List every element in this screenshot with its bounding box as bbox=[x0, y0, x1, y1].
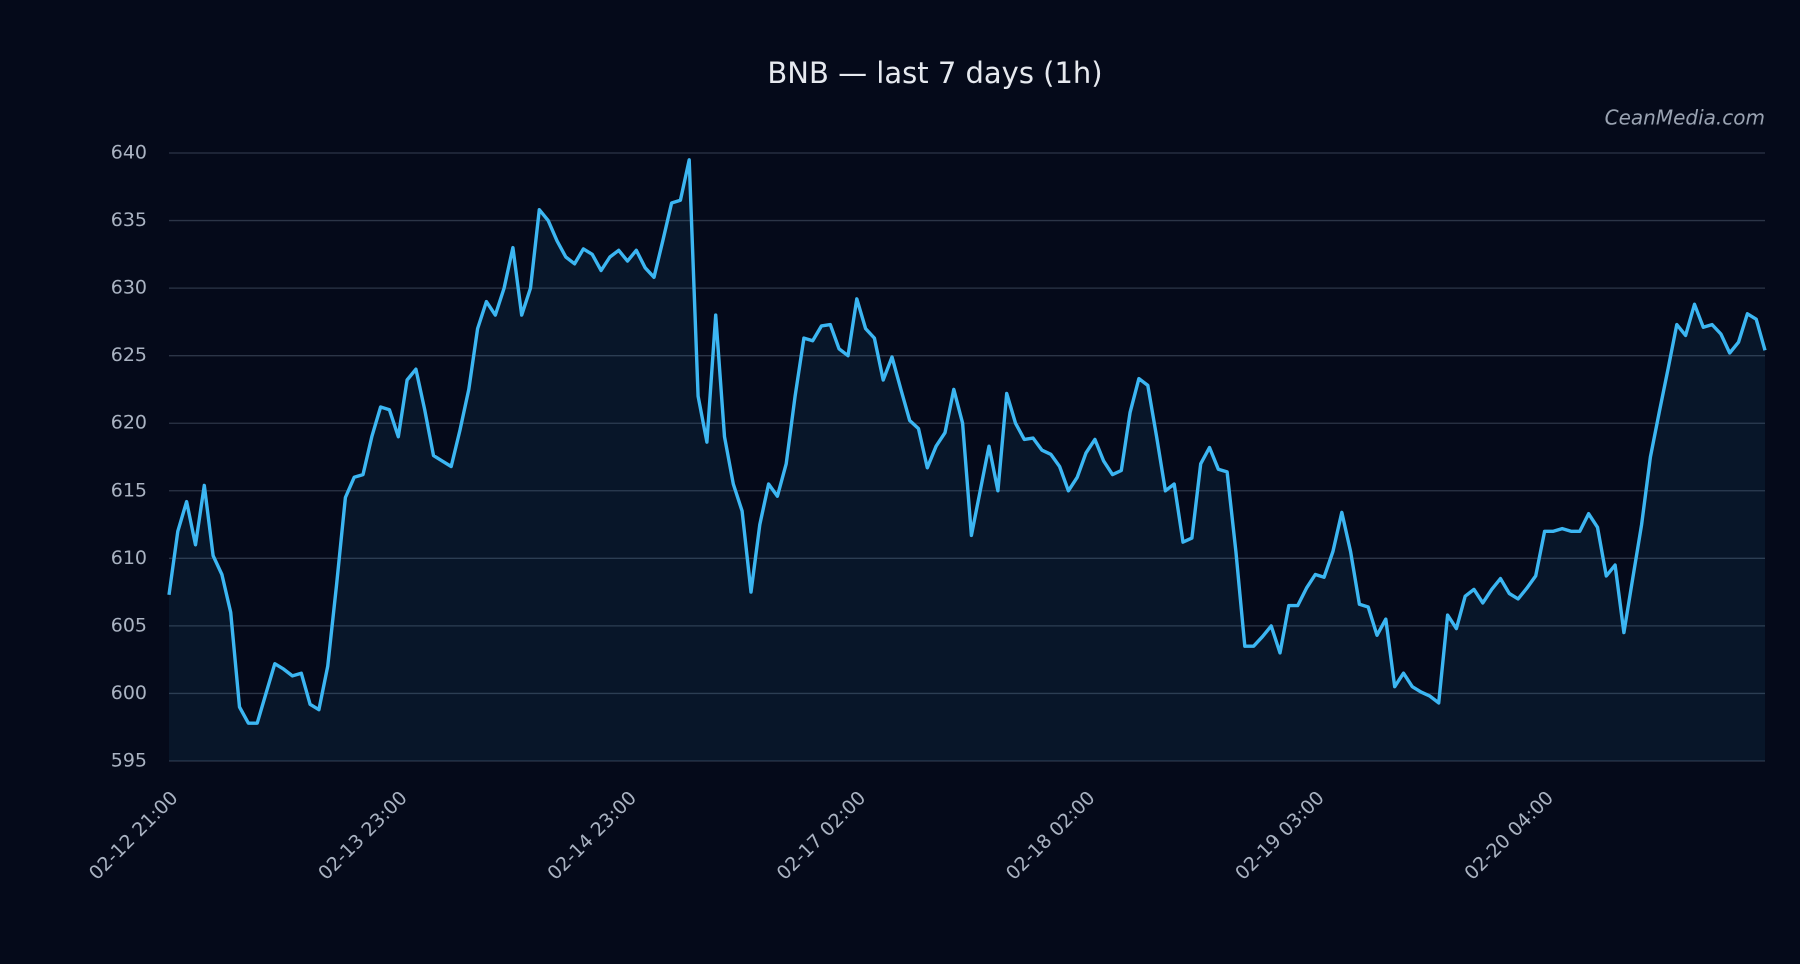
y-tick-label: 625 bbox=[111, 344, 147, 366]
y-tick-label: 640 bbox=[111, 142, 147, 164]
y-tick-label: 630 bbox=[111, 277, 147, 299]
y-tick-label: 610 bbox=[111, 547, 147, 569]
y-tick-label: 595 bbox=[111, 750, 147, 772]
x-tick-label: 02-14 23:00 bbox=[543, 787, 641, 885]
y-tick-label: 615 bbox=[111, 479, 147, 501]
x-tick-label: 02-20 04:00 bbox=[1460, 787, 1558, 885]
area bbox=[169, 159, 1765, 762]
x-tick-label: 02-18 02:00 bbox=[1002, 787, 1100, 885]
chart-title: BNB — last 7 days (1h) bbox=[767, 56, 1102, 90]
x-tick-label: 02-17 02:00 bbox=[773, 787, 871, 885]
watermark: CeanMedia.com bbox=[1605, 106, 1765, 130]
y-tick-label: 635 bbox=[111, 209, 147, 231]
x-tick-label: 02-12 21:00 bbox=[85, 787, 183, 885]
y-tick-label: 620 bbox=[111, 412, 147, 434]
y-tick-label: 605 bbox=[111, 614, 147, 636]
price-line bbox=[167, 158, 1767, 725]
x-tick-label: 02-13 23:00 bbox=[314, 787, 412, 885]
x-tick-label: 02-19 03:00 bbox=[1231, 787, 1329, 885]
y-tick-label: 600 bbox=[111, 682, 147, 704]
